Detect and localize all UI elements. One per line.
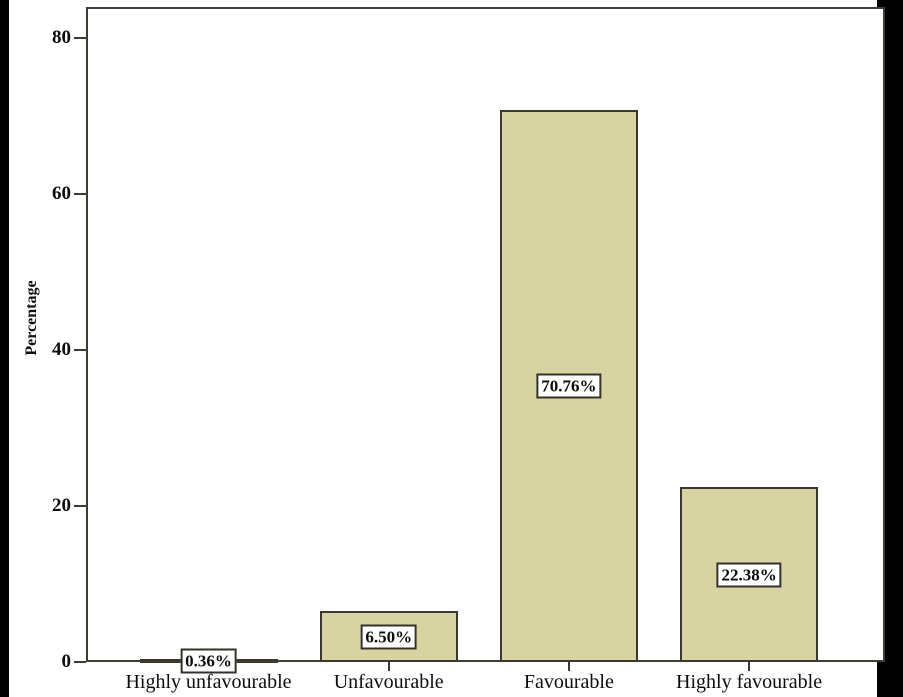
- x-tick-label-unfavourable: Unfavourable: [333, 671, 444, 693]
- y-tick-label-20: 20: [52, 495, 71, 516]
- figure-panel: Percentage 0 20 40 60 80 0.36% Highly unfavour…: [9, 0, 885, 697]
- y-tick-label-60: 60: [52, 183, 71, 204]
- x-tick-mark-highly-favourable: [748, 662, 751, 671]
- x-tick-label-highly-unfavourable: Highly unfavourable: [125, 671, 292, 693]
- y-tick-mark-20: [74, 505, 86, 507]
- x-tick-mark-unfavourable: [387, 662, 390, 671]
- y-tick-mark-40: [74, 349, 86, 351]
- y-tick-mark-60: [74, 193, 86, 195]
- y-tick-mark-80: [74, 37, 86, 39]
- bar-highly-favourable: [680, 487, 819, 662]
- x-tick-label-highly-favourable: Highly favourable: [676, 671, 823, 693]
- value-label-highly-favourable: 22.38%: [716, 562, 782, 588]
- y-tick-label-40: 40: [52, 339, 71, 360]
- y-tick-label-0: 0: [61, 651, 72, 672]
- y-tick-mark-0: [74, 661, 86, 663]
- value-label-favourable: 70.76%: [536, 373, 602, 399]
- x-tick-label-favourable: Favourable: [523, 671, 614, 693]
- value-label-unfavourable: 6.50%: [360, 624, 418, 650]
- x-tick-mark-favourable: [567, 662, 570, 671]
- value-label-highly-unfavourable: 0.36%: [180, 648, 237, 673]
- y-tick-label-80: 80: [52, 27, 71, 48]
